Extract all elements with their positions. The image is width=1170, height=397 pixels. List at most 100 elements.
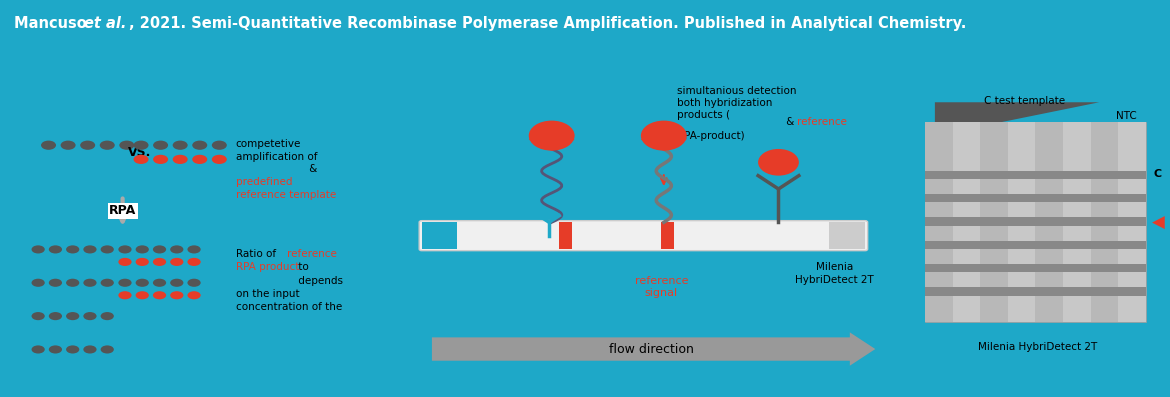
Ellipse shape	[136, 279, 149, 287]
Text: reference template: reference template	[236, 190, 336, 200]
Ellipse shape	[101, 279, 113, 287]
Ellipse shape	[153, 155, 168, 164]
Text: simultanious detection
both hybridization
products (: simultanious detection both hybridizatio…	[676, 86, 796, 120]
Bar	[925, 122, 952, 322]
Ellipse shape	[101, 291, 113, 299]
Text: , 2021. Semi-Quantitative Recombinase Polymerase Amplification. Published in Ana: , 2021. Semi-Quantitative Recombinase Po…	[129, 16, 966, 31]
Text: flow direction: flow direction	[608, 343, 694, 356]
Ellipse shape	[101, 345, 113, 353]
Ellipse shape	[173, 155, 187, 164]
Ellipse shape	[153, 141, 168, 150]
Ellipse shape	[212, 155, 227, 164]
Ellipse shape	[187, 291, 201, 299]
Ellipse shape	[49, 358, 62, 366]
Ellipse shape	[187, 279, 201, 287]
Ellipse shape	[32, 291, 44, 299]
Ellipse shape	[173, 141, 187, 150]
Ellipse shape	[133, 141, 149, 150]
Ellipse shape	[153, 245, 166, 253]
Ellipse shape	[83, 258, 97, 266]
Text: Competetive Recombinase
Polymerase Amplification: Competetive Recombinase Polymerase Ampli…	[25, 72, 211, 101]
Ellipse shape	[192, 155, 207, 164]
Ellipse shape	[101, 258, 113, 266]
Ellipse shape	[119, 155, 135, 164]
Ellipse shape	[136, 291, 149, 299]
Text: reference: reference	[797, 117, 847, 127]
Ellipse shape	[66, 291, 80, 299]
Ellipse shape	[118, 245, 131, 253]
Ellipse shape	[49, 279, 62, 287]
Bar	[925, 264, 1145, 272]
Bar	[559, 222, 572, 249]
Text: &: &	[783, 117, 798, 127]
Text: test
signal: test signal	[530, 276, 563, 298]
Bar	[925, 171, 1145, 179]
Ellipse shape	[32, 258, 44, 266]
Ellipse shape	[83, 358, 97, 366]
Ellipse shape	[61, 155, 76, 164]
Text: Lateral Flow Detection Principle: Lateral Flow Detection Principle	[417, 72, 641, 85]
Bar	[1064, 122, 1090, 322]
Ellipse shape	[66, 312, 80, 320]
Ellipse shape	[101, 312, 113, 320]
Text: Mancuso: Mancuso	[14, 16, 92, 31]
Text: ◀: ◀	[1152, 242, 1165, 260]
Bar	[925, 287, 1145, 296]
Ellipse shape	[153, 258, 166, 266]
Ellipse shape	[101, 245, 113, 253]
Ellipse shape	[49, 245, 62, 253]
Ellipse shape	[32, 358, 44, 366]
FancyArrow shape	[432, 332, 875, 366]
Text: test-template: test-template	[236, 164, 307, 174]
Ellipse shape	[32, 325, 44, 333]
Ellipse shape	[118, 279, 131, 287]
Ellipse shape	[66, 345, 80, 353]
Text: RPA product: RPA product	[236, 262, 300, 272]
Ellipse shape	[83, 279, 97, 287]
Ellipse shape	[133, 155, 149, 164]
Ellipse shape	[49, 291, 62, 299]
Polygon shape	[935, 102, 1100, 136]
Ellipse shape	[136, 245, 149, 253]
Ellipse shape	[66, 245, 80, 253]
Ellipse shape	[49, 312, 62, 320]
Ellipse shape	[212, 141, 227, 150]
Text: test: test	[315, 262, 335, 272]
Ellipse shape	[170, 245, 184, 253]
Text: Proof of Principle: Proof of Principle	[928, 72, 1049, 85]
Ellipse shape	[32, 279, 44, 287]
Bar	[925, 217, 1145, 225]
Ellipse shape	[153, 279, 166, 287]
Ellipse shape	[49, 345, 62, 353]
Ellipse shape	[66, 325, 80, 333]
Ellipse shape	[118, 258, 131, 266]
Text: reference: reference	[287, 249, 337, 259]
Ellipse shape	[83, 245, 97, 253]
Ellipse shape	[136, 258, 149, 266]
Bar	[925, 241, 1145, 249]
Text: competetive
amplification of: competetive amplification of	[236, 139, 317, 162]
Text: Milenia
HybriDetect 2T: Milenia HybriDetect 2T	[796, 262, 874, 285]
Ellipse shape	[187, 245, 201, 253]
Bar	[1035, 122, 1064, 322]
Ellipse shape	[170, 291, 184, 299]
Ellipse shape	[101, 358, 113, 366]
Circle shape	[758, 149, 799, 175]
Text: to: to	[295, 262, 312, 272]
Ellipse shape	[81, 155, 95, 164]
Ellipse shape	[153, 291, 166, 299]
Ellipse shape	[32, 245, 44, 253]
Bar	[1119, 122, 1145, 322]
Ellipse shape	[49, 325, 62, 333]
Bar	[661, 222, 674, 249]
Text: on the input: on the input	[236, 289, 300, 299]
Ellipse shape	[66, 358, 80, 366]
Ellipse shape	[32, 312, 44, 320]
Bar	[421, 222, 457, 249]
Text: C test template: C test template	[984, 96, 1065, 106]
Bar	[980, 122, 1007, 322]
Text: RPA-product): RPA-product)	[676, 131, 744, 141]
Text: &: &	[307, 164, 318, 174]
Text: predefined: predefined	[236, 177, 292, 187]
Bar	[952, 122, 980, 322]
